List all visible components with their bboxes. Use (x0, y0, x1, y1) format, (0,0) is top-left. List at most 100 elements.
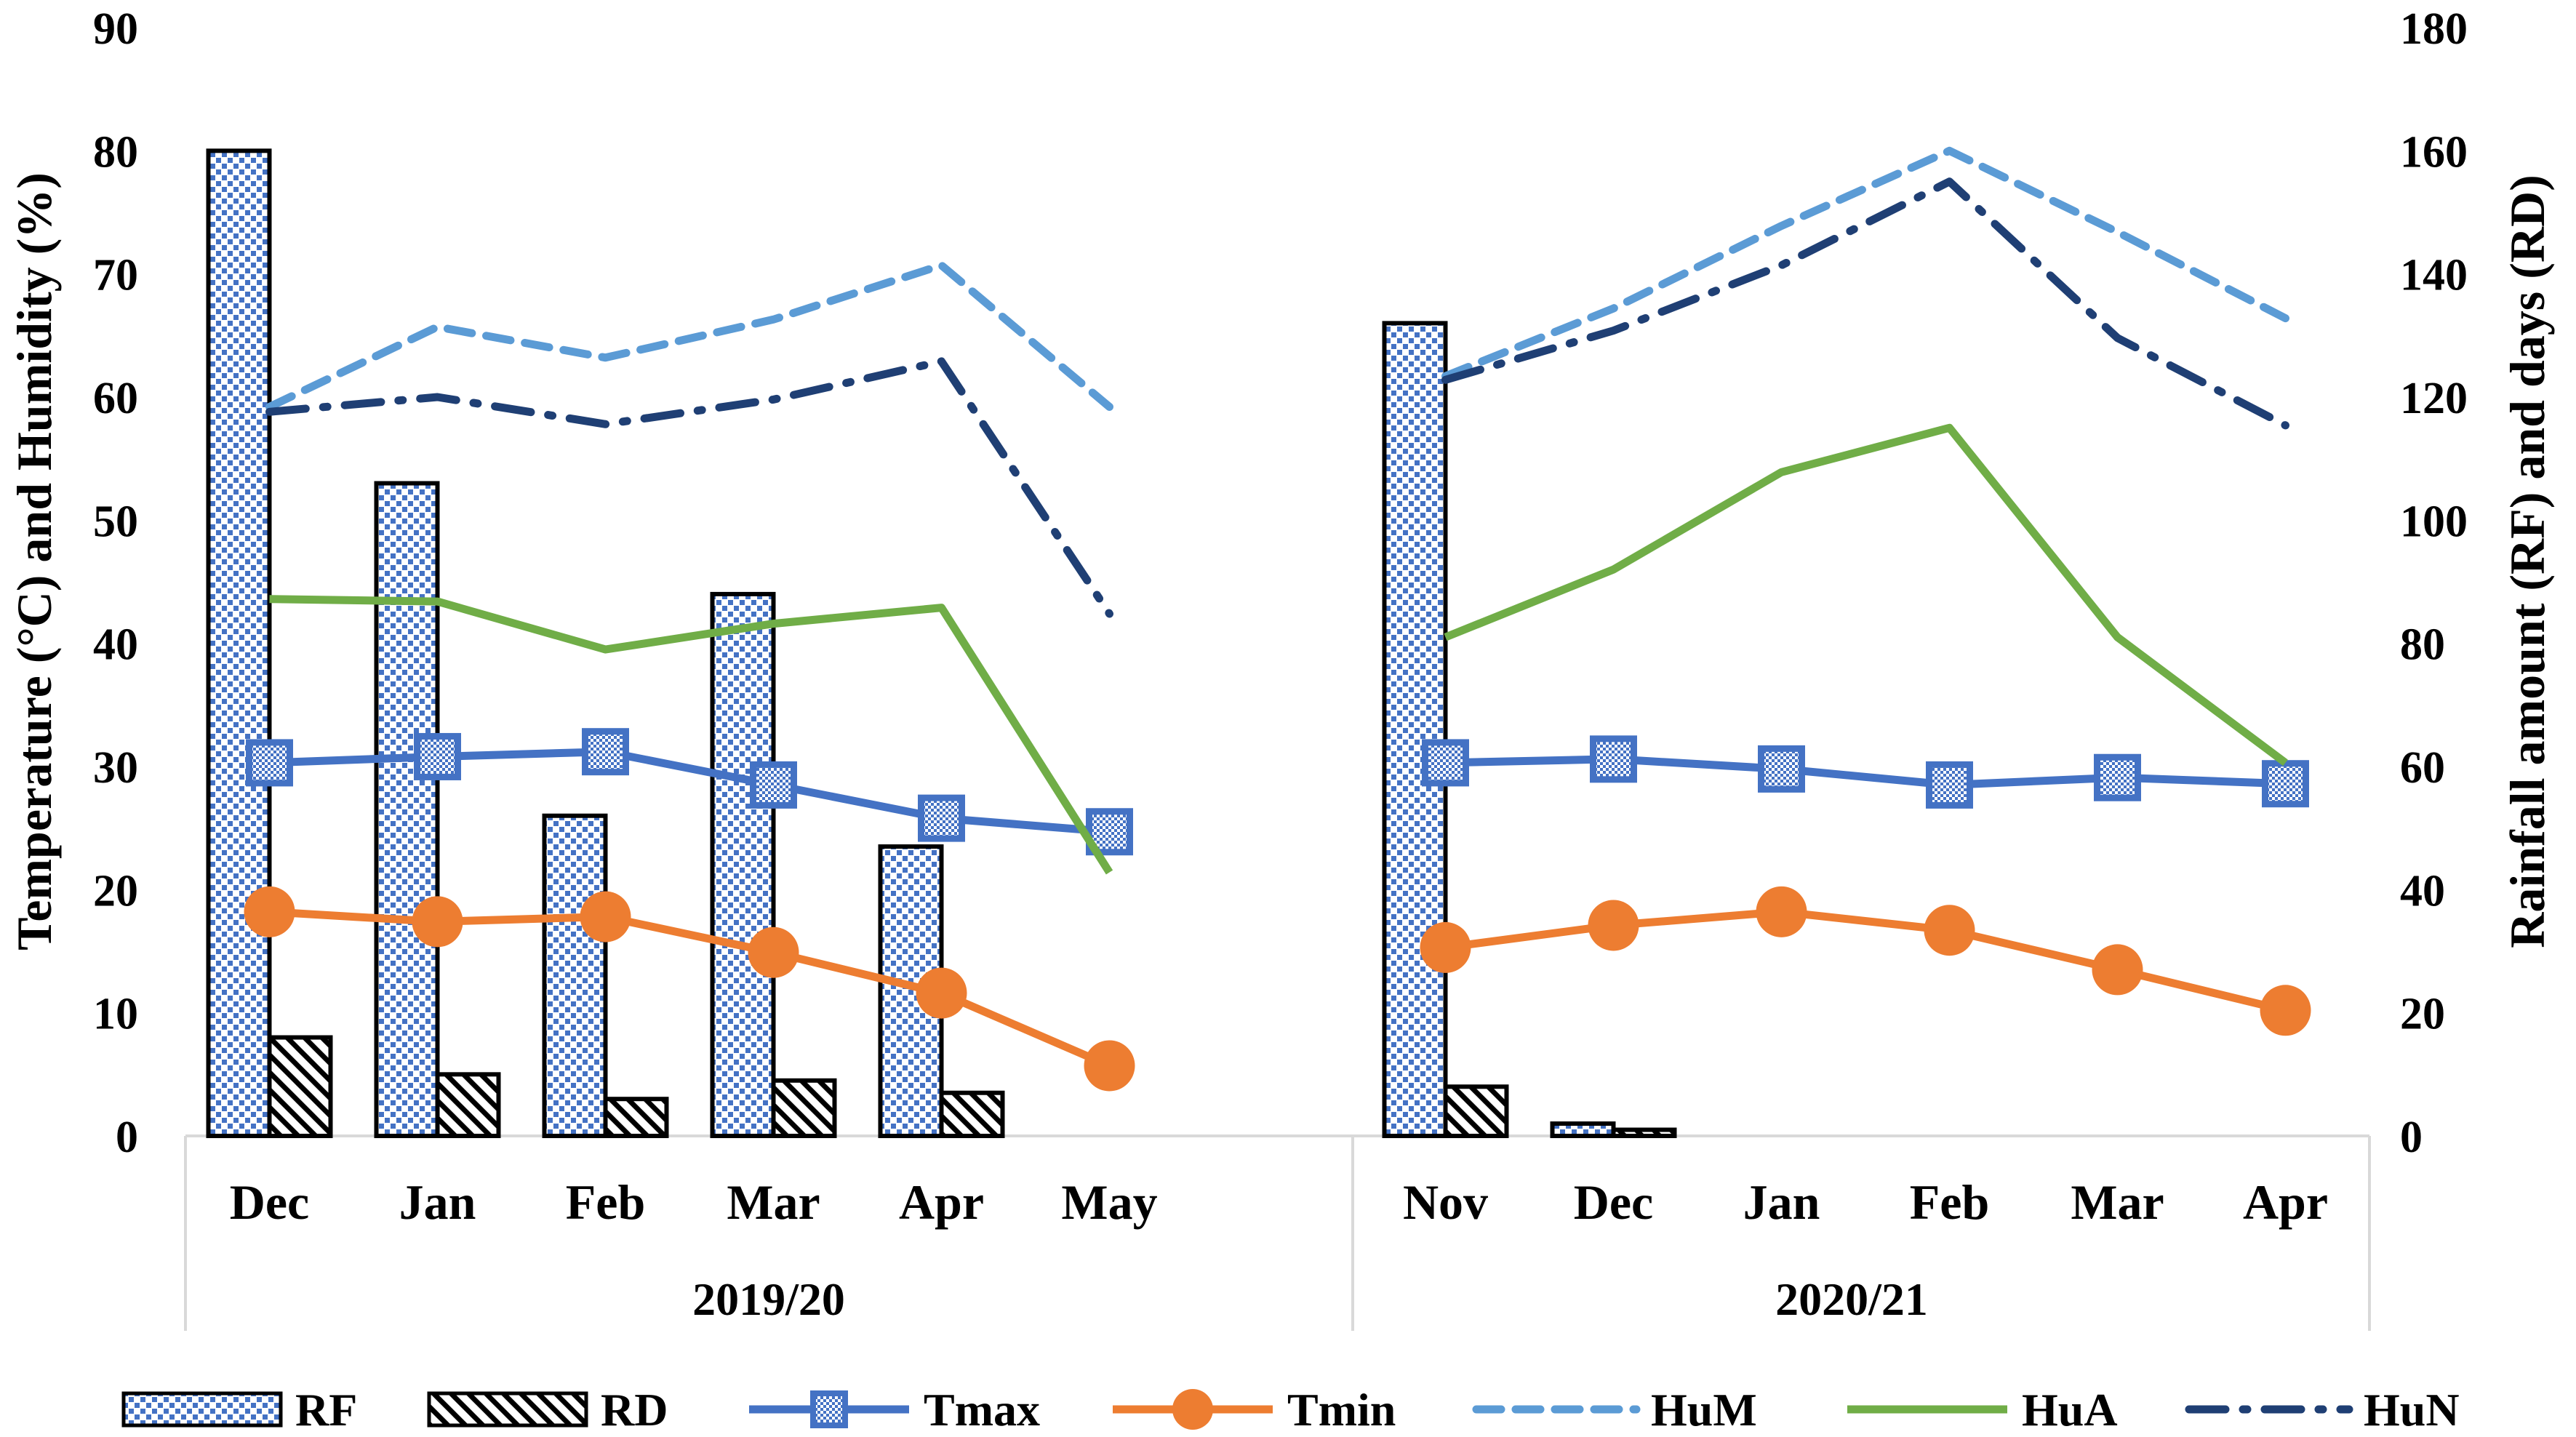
legend-item-rd: RD (427, 1384, 668, 1436)
y-right-tick-label: 100 (2400, 497, 2468, 546)
x-category-label: Mar (2071, 1174, 2164, 1230)
y-left-tick-label: 40 (93, 620, 138, 670)
marker-tmin (748, 926, 799, 978)
bar-rf (374, 481, 440, 1138)
legend-marker-tmax (810, 1390, 848, 1428)
marker-tmin (244, 886, 295, 937)
x-category-label: Apr (2243, 1174, 2328, 1230)
marker-tmax (2094, 753, 2141, 801)
y-axis-left-ticks: 0 10 20 30 40 50 60 70 80 90 (93, 4, 138, 1162)
marker-tmin (2260, 985, 2311, 1036)
marker-tmin (916, 967, 967, 1019)
marker-tmax (2262, 760, 2309, 808)
y-right-tick-label: 180 (2400, 4, 2468, 54)
bar-rd (939, 1090, 1005, 1138)
y-left-tick-label: 60 (93, 374, 138, 423)
bar-rd (267, 1035, 333, 1138)
y-left-tick-label: 50 (93, 497, 138, 546)
bar-rd (603, 1097, 669, 1138)
y-right-tick-label: 80 (2400, 620, 2445, 670)
y-right-tick-label: 40 (2400, 866, 2445, 916)
line-tmax (1445, 755, 2286, 789)
y-left-tick-label: 70 (93, 251, 138, 300)
x-category-label: May (1061, 1174, 1157, 1230)
legend: RF RD Tmax Tmin HuM HuA HuN (121, 1384, 2460, 1436)
marker-tmin (2092, 944, 2143, 996)
y-left-tick-label: 90 (93, 4, 138, 54)
y-right-tick-label: 140 (2400, 251, 2468, 300)
marker-tmax (1590, 735, 1637, 783)
y-right-tick-label: 0 (2400, 1113, 2423, 1162)
legend-label-rd: RD (601, 1384, 668, 1436)
y-right-tick-label: 20 (2400, 990, 2445, 1039)
x-category-label: Apr (899, 1174, 984, 1230)
marker-tmin (412, 896, 463, 948)
bar-rf (710, 591, 776, 1138)
legend-item-tmin: Tmin (1113, 1384, 1396, 1436)
x-axis-categories: Dec Jan Feb Mar Apr May Nov Dec Jan Feb Mar Apr (230, 1174, 2328, 1230)
y-left-tick-label: 0 (116, 1113, 138, 1162)
line-hua (1444, 423, 2288, 766)
legend-item-hum: HuM (1472, 1384, 1757, 1436)
marker-tmin (1420, 921, 1471, 973)
x-category-label: Jan (1743, 1174, 1820, 1230)
x-category-label: Feb (1910, 1174, 1990, 1230)
marker-tmin (580, 891, 631, 942)
marker-tmin (1924, 905, 1975, 956)
group-label-2020-21: 2020/21 (1775, 1273, 1928, 1325)
bars (206, 148, 1677, 1139)
y-left-tick-label: 80 (93, 127, 138, 177)
legend-label-hun: HuN (2364, 1384, 2460, 1436)
legend-label-hua: HuA (2022, 1384, 2118, 1436)
group-label-2019-20: 2019/20 (692, 1273, 845, 1325)
x-category-label: Mar (727, 1174, 820, 1230)
marker-tmax (246, 739, 293, 787)
line-tmax (269, 748, 1110, 836)
marker-tmax (750, 761, 797, 809)
legend-marker-tmin (1172, 1389, 1213, 1430)
bar-rf (1550, 1121, 1616, 1138)
marker-tmax (1422, 739, 1469, 787)
x-category-label: Dec (1574, 1174, 1653, 1230)
marker-tmin (1084, 1040, 1135, 1092)
bar-rf (1382, 321, 1448, 1138)
series-lines (244, 146, 2311, 1092)
y-right-tick-label: 160 (2400, 127, 2468, 177)
marker-tmin (1756, 886, 1807, 937)
y-axis-right-ticks: 0 20 40 60 80 100 120 140 160 180 (2400, 4, 2468, 1162)
marker-tmin (1588, 900, 1639, 951)
y-axis-right-title: Rainfall amount (RF) and days (RD) (2500, 175, 2555, 948)
legend-label-hum: HuM (1651, 1384, 1757, 1436)
legend-swatch-rf (121, 1391, 283, 1428)
legend-item-hun: HuN (2185, 1384, 2460, 1436)
marker-tmax (918, 794, 965, 842)
bar-rd (435, 1072, 501, 1139)
line-tmin (1444, 908, 2287, 1014)
legend-label-tmax: Tmax (924, 1384, 1040, 1436)
marker-tmax (582, 728, 629, 776)
y-right-tick-label: 60 (2400, 743, 2445, 793)
line-hua (269, 595, 1113, 875)
x-category-label: Feb (566, 1174, 646, 1230)
bar-rd (1443, 1084, 1509, 1139)
line-hum (265, 261, 1113, 411)
line-hun (265, 357, 1113, 618)
bar-rf (542, 813, 608, 1138)
marker-tmax (1926, 761, 1973, 809)
legend-item-tmax: Tmax (749, 1384, 1040, 1436)
bar-rf (206, 148, 272, 1138)
x-category-label: Nov (1403, 1174, 1488, 1230)
y-left-tick-label: 20 (93, 866, 138, 916)
y-left-tick-label: 10 (93, 990, 138, 1039)
line-tmin (269, 908, 1111, 1070)
bar-rd (1611, 1127, 1677, 1138)
marker-tmax (1758, 745, 1805, 793)
legend-item-rf: RF (121, 1384, 357, 1436)
legend-item-hua: HuA (1847, 1384, 2118, 1436)
legend-swatch-rd (427, 1391, 588, 1428)
y-left-tick-label: 30 (93, 743, 138, 793)
y-axis-left-title: Temperature (°C) and Humidity (%) (7, 172, 62, 950)
legend-label-tmin: Tmin (1287, 1384, 1396, 1436)
legend-label-rf: RF (295, 1384, 357, 1436)
